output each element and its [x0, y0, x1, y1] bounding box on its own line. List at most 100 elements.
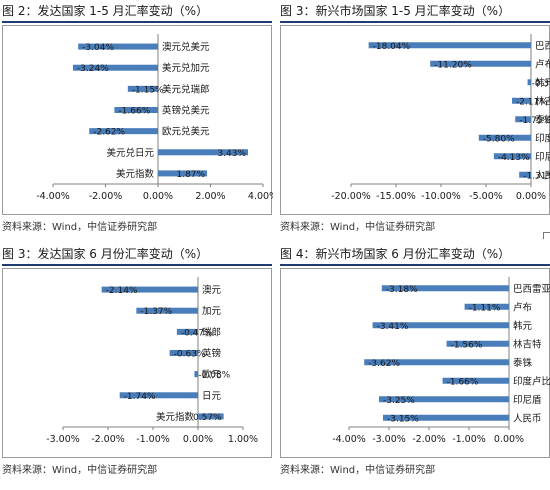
data-label: -1.56%: [451, 340, 483, 350]
category-label: 巴西雷亚尔: [513, 283, 550, 295]
category-label: 巴西雷亚尔: [535, 40, 550, 52]
source-note: 资料来源：Wind，中信证券研究部: [2, 222, 158, 233]
chart-title: 图 4：新兴市场国家 6 月份汇率变动（%）: [280, 247, 511, 261]
tick-label: 0.00%: [516, 191, 546, 202]
tick-label: 0.00%: [183, 434, 213, 445]
data-label: -18.04%: [373, 42, 411, 52]
plot-area: 澳元兑美元 -3.04% 美元兑加元 -3.24% 美元兑瑞郎 -1.15% 英镑兑美元 -1…: [2, 25, 273, 215]
data-label: -3.18%: [386, 285, 418, 295]
title-underline: [280, 21, 550, 23]
category-label: 印度卢比: [535, 132, 550, 144]
bar: [372, 322, 509, 329]
category-label: 卢布: [535, 58, 550, 70]
bar: [364, 359, 509, 366]
corner-mark: [543, 232, 550, 239]
tick-label: -4.00%: [332, 434, 366, 445]
title-underline: [280, 264, 550, 266]
data-label: -1.37%: [140, 307, 172, 317]
chart-panel-developed-jan-may: 图 2：发达国家 1-5 月汇率变动（%） 澳元兑美元 -3.04% 美元兑加元 -3…: [2, 2, 273, 237]
data-label: 3.43%: [217, 149, 246, 159]
category-label: 韩元: [535, 77, 550, 89]
data-label: -1.75%: [519, 116, 550, 126]
data-label: -1.66%: [447, 377, 479, 387]
category-label: 林吉特: [513, 338, 542, 350]
chart-title: 图 3：新兴市场国家 1-5 月汇率变动（%）: [280, 4, 511, 18]
tick-label: 0.00%: [494, 434, 524, 445]
bar: [72, 64, 158, 71]
tick-label: -20.00%: [331, 191, 371, 202]
category-label: 日元: [202, 391, 222, 402]
tick-label: -2.00%: [89, 191, 123, 202]
data-label: -3.25%: [383, 396, 415, 406]
data-label: -1.11%: [469, 303, 501, 313]
bar-chart-svg: 巴西雷亚尔 -3.18% 卢布 -1.11% 韩元 -3.41% 林吉特 -1.56% 泰铢 -3…: [332, 277, 550, 445]
plot-area: 巴西雷亚尔 -18.04% 卢布 -11.20% 韩元-0.38% 林吉特-2.11% 泰铢…: [280, 25, 550, 215]
tick-label: -5.00%: [469, 191, 503, 202]
category-label: 加元: [202, 306, 222, 317]
bar: [119, 392, 198, 399]
title-underline: [2, 264, 272, 266]
tick-label: 2.00%: [195, 191, 225, 202]
data-label: -0.08%: [198, 371, 230, 381]
bar: [464, 303, 509, 310]
bar: [381, 285, 509, 292]
bar: [78, 43, 158, 50]
bar: [198, 413, 224, 420]
bar: [158, 149, 249, 156]
bar: [194, 371, 198, 378]
data-label: -2.11%: [516, 97, 548, 107]
data-label: 1.87%: [176, 170, 205, 180]
bar: [101, 286, 198, 293]
data-label: -3.62%: [368, 359, 400, 369]
bar: [430, 60, 531, 67]
bar-chart-svg: 澳元兑美元 -3.04% 美元兑加元 -3.24% 美元兑瑞郎-1.15% 英镑兑美元 -1…: [36, 34, 273, 202]
data-label: -11.20%: [434, 60, 472, 70]
category-label: 人民币: [513, 413, 542, 424]
bar: [169, 350, 198, 356]
data-label: -2.62%: [93, 128, 125, 138]
tick-label: -2.00%: [91, 434, 125, 445]
bar: [493, 153, 531, 160]
data-label: -0.47%: [181, 328, 213, 338]
category-label: 印尼盾: [535, 151, 550, 163]
data-label: -4.13%: [498, 153, 530, 163]
source-note: 资料来源：Wind，中信证券研究部: [280, 465, 436, 476]
data-label: -1.74%: [124, 392, 156, 402]
bar: [379, 396, 509, 403]
bar: [442, 377, 509, 384]
bar: [515, 116, 531, 123]
tick-label: -3.00%: [46, 434, 80, 445]
data-label: -1.15%: [132, 85, 164, 95]
data-label: -1.66%: [118, 107, 150, 117]
category-label: 泰铢: [535, 114, 550, 126]
data-label: -0.63%: [174, 350, 206, 360]
category-label: 卢布: [513, 301, 532, 313]
category-label: 澳元: [202, 284, 222, 296]
plot-area: 澳元 -2.14% 加元 -1.37% 瑞郎 -0.47% 英镑 -0.63% 欧元 -0.08%…: [2, 268, 272, 458]
tick-label: -1.00%: [136, 434, 170, 445]
data-label: 0.57%: [193, 413, 222, 423]
category-label: 美元指数: [116, 168, 155, 180]
category-label: 韩元: [513, 320, 533, 332]
data-label: -3.15%: [387, 414, 419, 424]
chart-panel-emerging-june: 图 4：新兴市场国家 6 月份汇率变动（%） 巴西雷亚尔 -3.18% 卢布 -1.1…: [280, 245, 550, 480]
chart-title: 图 2：发达国家 1-5 月汇率变动（%）: [2, 4, 209, 18]
bar: [383, 414, 509, 421]
bar: [519, 171, 531, 178]
tick-label: 1.00%: [228, 434, 258, 445]
tick-label: -10.00%: [421, 191, 461, 202]
category-label: 印尼盾: [513, 394, 542, 406]
category-label: 泰铢: [513, 357, 533, 369]
bar: [127, 85, 158, 92]
data-label: -0.38%: [532, 79, 550, 89]
tick-label: 0.00%: [143, 191, 173, 202]
bar: [527, 79, 531, 86]
bar: [512, 97, 531, 104]
source-note: 资料来源：Wind，中信证券研究部: [280, 222, 436, 233]
data-label: -3.41%: [377, 322, 409, 332]
plot-area: 巴西雷亚尔 -3.18% 卢布 -1.11% 韩元 -3.41% 林吉特 -1.56% 泰铢 -3…: [280, 268, 550, 458]
category-label: 澳元兑美元: [162, 41, 210, 53]
bar: [446, 340, 509, 347]
source-note: 资料来源：Wind，中信证券研究部: [2, 465, 158, 476]
category-label: 英镑兑美元: [162, 105, 210, 117]
